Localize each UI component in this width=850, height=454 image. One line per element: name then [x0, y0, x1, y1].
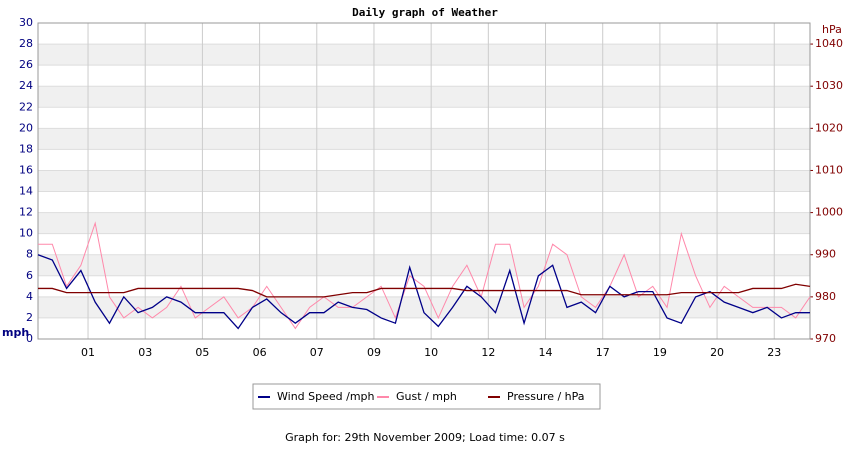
legend-label: Wind Speed /mph [277, 390, 375, 403]
x-tick-label: 20 [710, 346, 724, 359]
grid-band [38, 296, 810, 318]
y2-tick-label: 980 [815, 290, 836, 303]
x-tick-label: 07 [310, 346, 324, 359]
x-tick-label: 05 [195, 346, 209, 359]
y-tick-label: 8 [26, 248, 33, 261]
legend-label: Gust / mph [396, 390, 457, 403]
y2-tick-label: 970 [815, 332, 836, 345]
plot-frame [37, 22, 811, 340]
y-tick-label: 26 [19, 58, 33, 71]
y2-tick-label: 1000 [815, 206, 843, 219]
grid-band [38, 128, 810, 150]
y-tick-label: 18 [19, 142, 33, 155]
y-tick-label: 16 [19, 163, 33, 176]
y2-tick-label: 1010 [815, 163, 843, 176]
y2-tick-label: 1020 [815, 121, 843, 134]
y-tick-label: 0 [26, 332, 33, 345]
y-tick-label: 12 [19, 206, 33, 219]
y2-tick-label: 990 [815, 248, 836, 261]
series-line [37, 254, 810, 330]
grid-band [38, 86, 810, 108]
legend-label: Pressure / hPa [507, 390, 585, 403]
x-tick-label: 23 [767, 346, 781, 359]
x-tick-label: 01 [81, 346, 95, 359]
y-tick-label: 4 [26, 290, 33, 303]
y-tick-label: 10 [19, 227, 33, 240]
legend-box [252, 383, 601, 410]
y-tick-label: 30 [19, 16, 33, 29]
y-tick-label: 20 [19, 121, 33, 134]
grid-band [38, 212, 810, 234]
x-tick-label: 09 [367, 346, 381, 359]
grid-band [38, 44, 810, 66]
x-tick-label: 03 [138, 346, 152, 359]
x-tick-label: 06 [253, 346, 267, 359]
x-tick-label: 19 [653, 346, 667, 359]
grid-band [38, 170, 810, 192]
caption: Graph for: 29th November 2009; Load time… [285, 431, 565, 444]
series-line [38, 221, 811, 330]
y-tick-label: 14 [19, 185, 33, 198]
y2-axis-label: hPa [822, 23, 842, 36]
x-tick-label: 14 [539, 346, 553, 359]
y2-tick-label: 1030 [815, 79, 843, 92]
y-tick-label: 2 [26, 311, 33, 324]
series-line [38, 283, 811, 298]
chart-title: Daily graph of Weather [352, 6, 498, 19]
y-tick-label: 28 [19, 37, 33, 50]
y-tick-label: 24 [19, 79, 33, 92]
x-tick-label: 17 [596, 346, 610, 359]
y-axis-label: mph [2, 326, 29, 339]
x-tick-label: 10 [424, 346, 438, 359]
y-tick-label: 22 [19, 100, 33, 113]
y2-tick-label: 1040 [815, 37, 843, 50]
y-tick-label: 6 [26, 269, 33, 282]
x-tick-label: 12 [481, 346, 495, 359]
